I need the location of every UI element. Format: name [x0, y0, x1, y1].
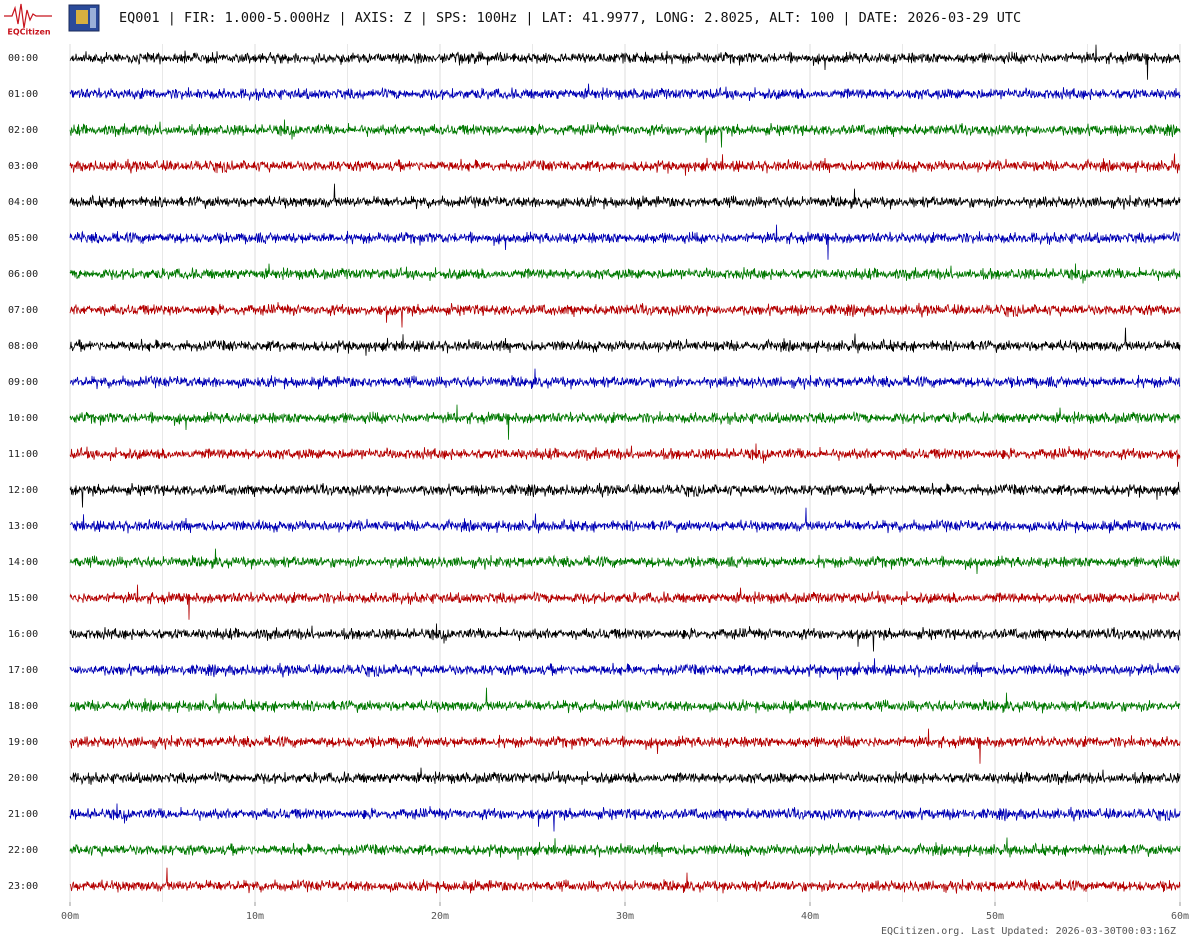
row-label: 22:00: [8, 845, 38, 856]
x-tick-label: 50m: [986, 911, 1004, 922]
row-label: 09:00: [8, 377, 38, 388]
row-label: 14:00: [8, 557, 38, 568]
trace: [69, 728, 1181, 764]
chart-title: EQ001 | FIR: 1.000-5.000Hz | AXIS: Z | S…: [119, 10, 1021, 26]
x-tick-label: 00m: [61, 911, 79, 922]
row-label: 05:00: [8, 233, 38, 244]
trace: [69, 404, 1181, 440]
trace: [69, 83, 1181, 102]
row-label: 13:00: [8, 521, 38, 532]
row-label: 15:00: [8, 593, 38, 604]
trace: [69, 153, 1181, 176]
device-chip: [76, 10, 88, 24]
row-label: 18:00: [8, 701, 38, 712]
trace: [69, 263, 1181, 284]
trace: [69, 658, 1181, 680]
row-label: 03:00: [8, 161, 38, 172]
logo: EQCitizen: [4, 3, 52, 37]
row-label: 16:00: [8, 629, 38, 640]
trace: [69, 119, 1181, 148]
device-icon: [68, 4, 100, 32]
logo-text: EQCitizen: [7, 28, 51, 37]
device-port: [90, 8, 96, 28]
trace: [69, 224, 1181, 260]
row-label: 11:00: [8, 449, 38, 460]
trace: [69, 44, 1181, 80]
trace: [69, 368, 1181, 390]
trace: [69, 327, 1181, 356]
x-tick-label: 30m: [616, 911, 634, 922]
row-label: 23:00: [8, 881, 38, 892]
trace: [69, 548, 1181, 575]
row-label: 01:00: [8, 89, 38, 100]
trace: [69, 867, 1181, 894]
trace: [69, 302, 1181, 328]
x-tick-label: 20m: [431, 911, 449, 922]
trace: [69, 623, 1181, 652]
trace: [69, 767, 1181, 786]
row-label: 12:00: [8, 485, 38, 496]
x-tick-label: 10m: [246, 911, 264, 922]
row-label: 21:00: [8, 809, 38, 820]
row-label: 07:00: [8, 305, 38, 316]
trace: [69, 183, 1181, 210]
row-label: 04:00: [8, 197, 38, 208]
row-label: 08:00: [8, 341, 38, 352]
row-label: 06:00: [8, 269, 38, 280]
row-label: 20:00: [8, 773, 38, 784]
trace: [69, 687, 1181, 714]
row-label: 17:00: [8, 665, 38, 676]
logo-wave: [4, 3, 52, 29]
trace: [69, 803, 1181, 832]
trace: [69, 837, 1181, 860]
trace: [69, 507, 1181, 534]
x-tick-label: 40m: [801, 911, 819, 922]
trace: [69, 443, 1181, 467]
row-label: 19:00: [8, 737, 38, 748]
footer: EQCitizen.org. Last Updated: 2026-03-30T…: [881, 926, 1176, 937]
row-label: 00:00: [8, 53, 38, 64]
x-tick-label: 60m: [1171, 911, 1189, 922]
row-label: 10:00: [8, 413, 38, 424]
trace: [69, 481, 1181, 508]
row-label: 02:00: [8, 125, 38, 136]
trace: [69, 584, 1181, 620]
